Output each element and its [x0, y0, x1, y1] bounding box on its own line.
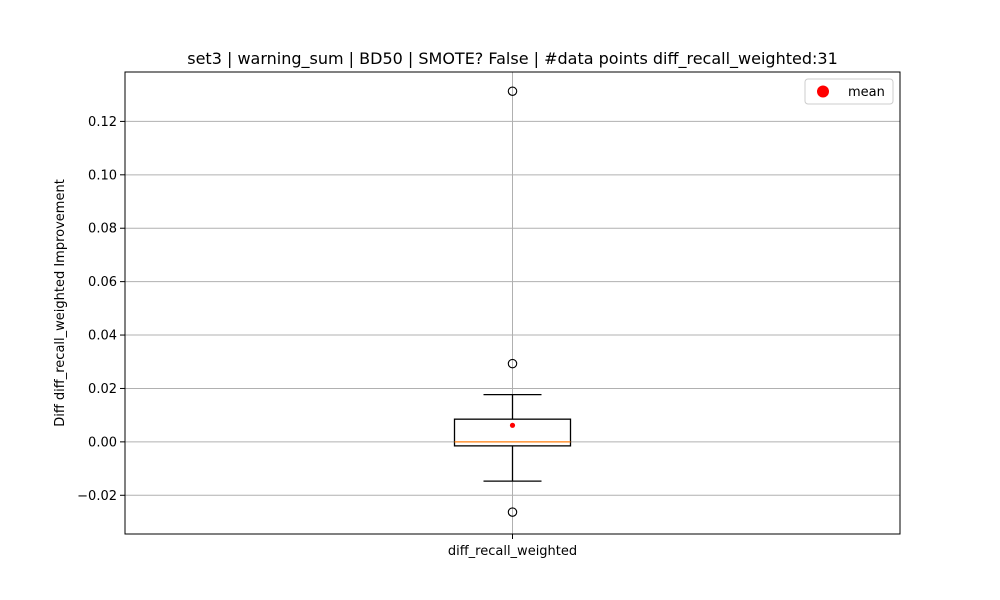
legend-box — [804, 78, 894, 105]
y-tick-label: 0.00 — [88, 435, 117, 450]
box-plot-area — [453, 86, 572, 517]
grid-lines — [125, 72, 900, 534]
y-tick-label: 0.04 — [88, 329, 117, 344]
y-tick-label: 0.08 — [88, 222, 117, 237]
outlier-point — [507, 507, 518, 517]
y-tick-label: 0.12 — [88, 115, 117, 130]
mean-point — [509, 422, 516, 428]
box-plot-series — [453, 86, 572, 517]
outlier-point — [507, 86, 518, 96]
y-tick-label: 0.10 — [88, 168, 117, 183]
x-axis: diff_recall_weighted — [448, 534, 577, 559]
y-tick-label: −0.02 — [77, 489, 117, 504]
legend: mean — [804, 78, 894, 105]
chart-title: set3 | warning_sum | BD50 | SMOTE? False… — [187, 49, 838, 69]
y-tick-label: 0.02 — [88, 382, 117, 397]
y-axis: −0.02 0.00 0.02 0.04 0.06 0.08 0.10 0.12 — [77, 115, 125, 504]
y-axis-label: Diff diff_recall_weighted Improvement — [53, 179, 68, 427]
y-tick-label: 0.06 — [88, 275, 117, 290]
legend-label-mean: mean — [848, 85, 885, 100]
legend-mean-marker — [817, 85, 829, 98]
outlier-point — [507, 358, 518, 369]
axes-frame — [124, 71, 901, 535]
x-tick-label: diff_recall_weighted — [448, 544, 577, 559]
